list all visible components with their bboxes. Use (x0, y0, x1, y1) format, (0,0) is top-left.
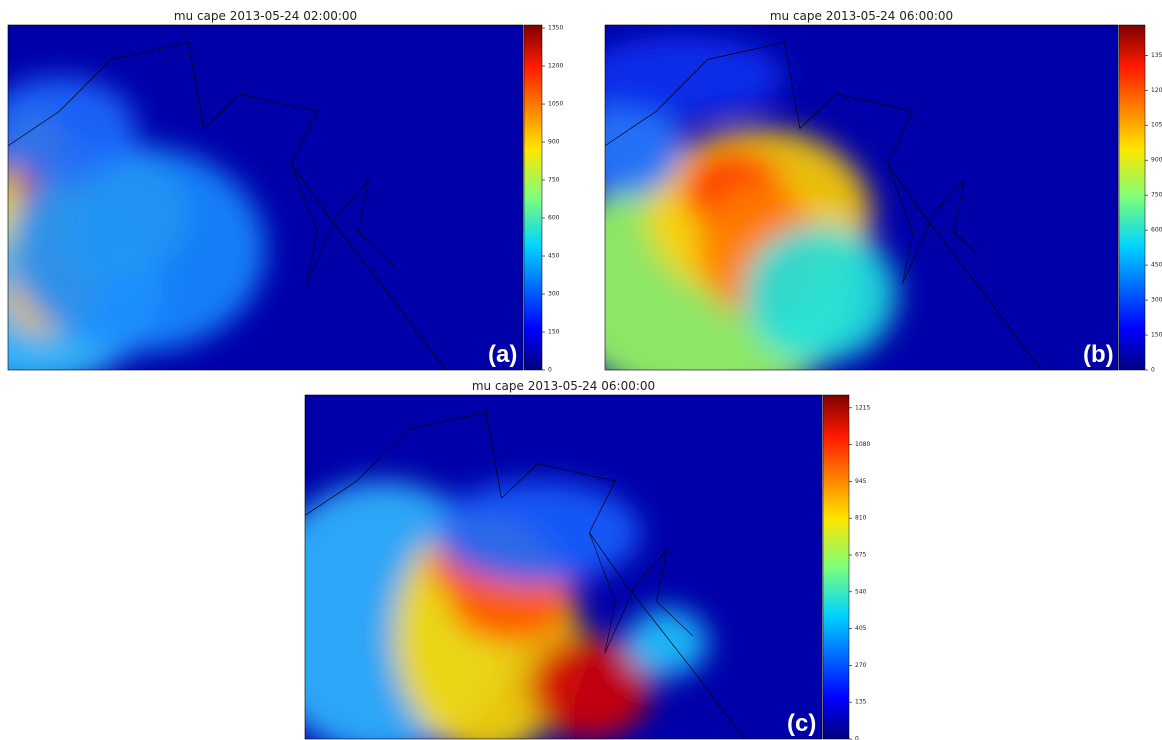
colorbar-tick-label: 600 (548, 215, 560, 222)
colorbar (822, 394, 850, 740)
map (8, 25, 523, 370)
field-blob (605, 35, 785, 119)
coastline (290, 162, 395, 284)
colorbar-tick-label: 0 (855, 736, 859, 740)
colorbar-tick-label: 750 (1151, 192, 1162, 199)
colorbar-tick-label: 1080 (855, 441, 870, 448)
colorbar-tick-label: 0 (1151, 367, 1155, 374)
chart-title: mu cape 2013-05-24 06:00:00 (770, 9, 953, 23)
colorbar-tick-label: 750 (548, 177, 560, 184)
field-blob (434, 480, 642, 585)
panel: mu cape 2013-05-24 06:00:00 (b) 0 150 300 450… (604, 9, 1162, 374)
chart-title: mu cape 2013-05-24 02:00:00 (174, 9, 357, 23)
colorbar-tick-label: 135 (855, 699, 867, 706)
colorbar-tick-label: 450 (548, 253, 560, 260)
field-blob (605, 94, 682, 198)
map-frame (604, 24, 1119, 371)
colorbar-tick-label: 0 (548, 367, 552, 374)
chart-title: mu cape 2013-05-24 06:00:00 (472, 379, 655, 393)
coastline (886, 162, 990, 284)
field (605, 35, 898, 370)
field-blob (527, 635, 652, 739)
map (605, 25, 1118, 370)
colorbar-tick-label: 1200 (548, 63, 563, 70)
colorbar-tick-label: 120 (1151, 87, 1162, 94)
field-blob (743, 225, 898, 364)
colorbar-tick-label: 135 (1151, 52, 1162, 59)
colorbar-tick-label: 945 (855, 478, 867, 485)
field (305, 480, 709, 739)
coastline (305, 411, 745, 739)
panel-label: (b) (1083, 341, 1114, 368)
field-blob (8, 76, 137, 181)
field (8, 76, 266, 370)
colorbar-tick-label: 150 (548, 329, 560, 336)
panel: mu cape 2013-05-24 06:00:00 (c) 0 135 270 405… (304, 379, 870, 740)
coastline (589, 532, 693, 654)
map-frame (7, 24, 524, 371)
colorbar-tick-label: 300 (548, 291, 560, 298)
colorbar-tick-label: 405 (855, 625, 867, 632)
panel-label: (c) (787, 710, 816, 737)
colorbar-tick-label: 1050 (548, 101, 563, 108)
colorbar-tick-label: 150 (1151, 332, 1162, 339)
colorbar-tick-label: 1350 (548, 25, 563, 32)
colorbar-tick-label: 300 (1151, 297, 1162, 304)
colorbar (523, 24, 543, 371)
colorbar-tick-label: 1215 (855, 404, 870, 411)
coastline (605, 41, 1042, 370)
map (305, 395, 822, 739)
colorbar-tick-label: 540 (855, 588, 867, 595)
field-blob (8, 145, 266, 353)
field-blob (625, 608, 709, 678)
colorbar-tick-label: 270 (855, 662, 867, 669)
coastline (8, 41, 447, 370)
colorbar-tick-label: 675 (855, 552, 867, 559)
colorbar-tick-label: 600 (1151, 227, 1162, 234)
colorbar-tick-label: 900 (548, 139, 560, 146)
colorbar-tick-label: 450 (1151, 262, 1162, 269)
colorbar (1118, 24, 1146, 371)
colorbar-tick-label: 105 (1151, 122, 1162, 129)
panel: mu cape 2013-05-24 02:00:00 (a) 0 150 300 450… (7, 9, 563, 374)
map-frame (304, 394, 823, 740)
colorbar-tick-label: 900 (1151, 157, 1162, 164)
panel-label: (a) (488, 341, 517, 368)
colorbar-tick-label: 810 (855, 515, 867, 522)
